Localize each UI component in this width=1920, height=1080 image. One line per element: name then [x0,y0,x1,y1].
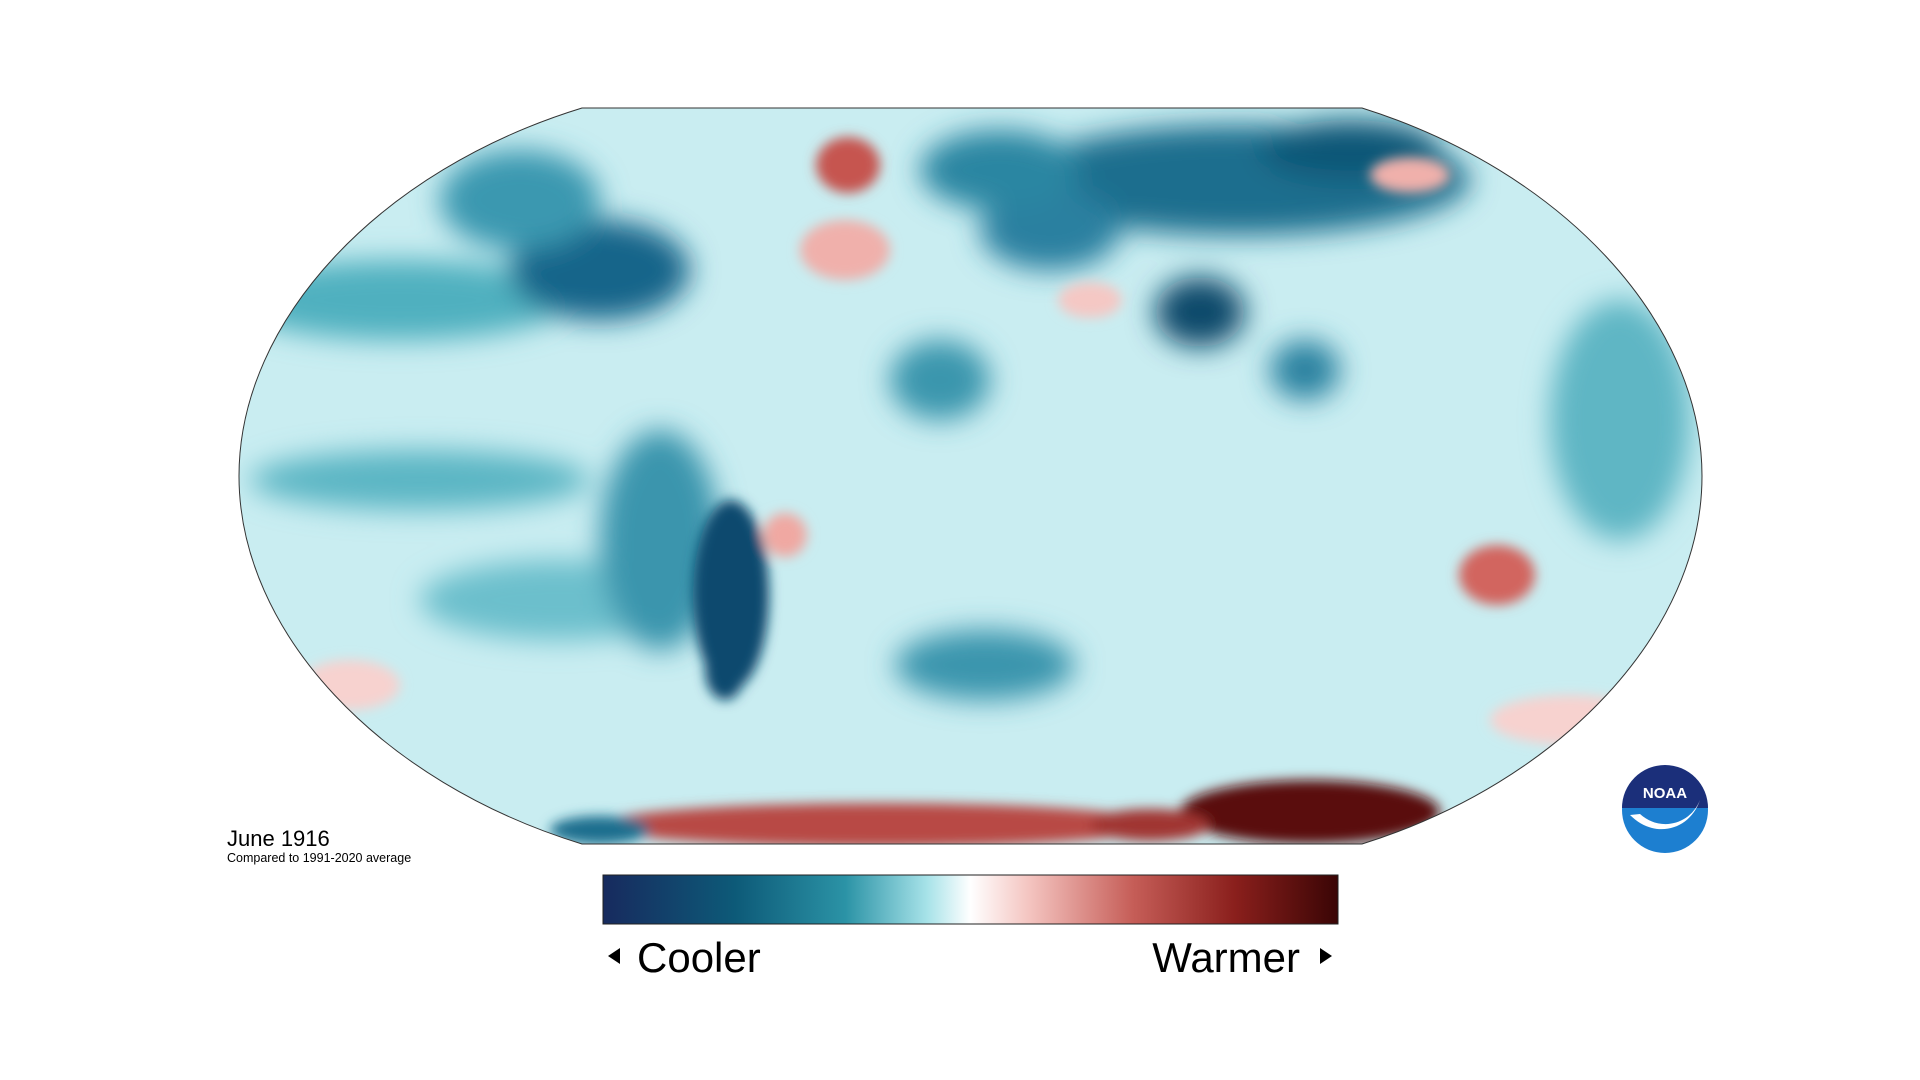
noaa-logo: NOAA [1622,765,1708,853]
arrow-left [608,948,620,964]
map-subtitle: Compared to 1991-2020 average [227,851,411,865]
logo-text: NOAA [1643,785,1687,802]
legend-high: Warmer [1152,934,1300,981]
map-title: June 1916 [227,826,330,851]
legend-low: Cooler [637,934,761,981]
map-outline [238,107,1703,845]
arrow-right [1320,948,1332,964]
anomaly-field [239,108,1702,844]
color-bar [602,874,1339,925]
